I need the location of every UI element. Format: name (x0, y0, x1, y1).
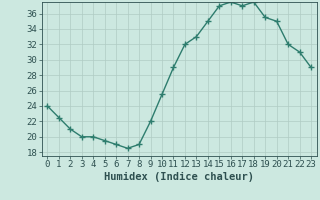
X-axis label: Humidex (Indice chaleur): Humidex (Indice chaleur) (104, 172, 254, 182)
